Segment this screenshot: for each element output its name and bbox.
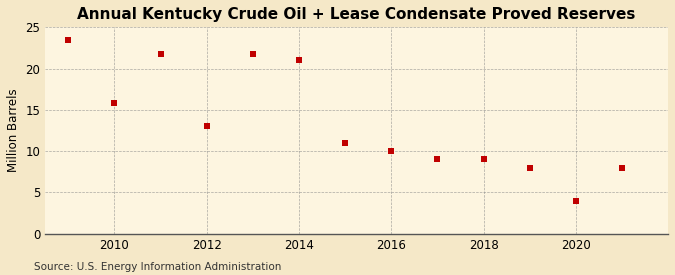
Y-axis label: Million Barrels: Million Barrels	[7, 89, 20, 172]
Point	[248, 51, 259, 56]
Point	[616, 166, 627, 170]
Point	[63, 37, 74, 42]
Point	[294, 58, 304, 62]
Point	[386, 149, 397, 153]
Point	[478, 157, 489, 162]
Point	[340, 141, 350, 145]
Point	[570, 199, 581, 203]
Point	[524, 166, 535, 170]
Title: Annual Kentucky Crude Oil + Lease Condensate Proved Reserves: Annual Kentucky Crude Oil + Lease Conden…	[78, 7, 636, 22]
Point	[155, 51, 166, 56]
Point	[109, 101, 120, 105]
Text: Source: U.S. Energy Information Administration: Source: U.S. Energy Information Administ…	[34, 262, 281, 272]
Point	[201, 124, 212, 128]
Point	[432, 157, 443, 162]
